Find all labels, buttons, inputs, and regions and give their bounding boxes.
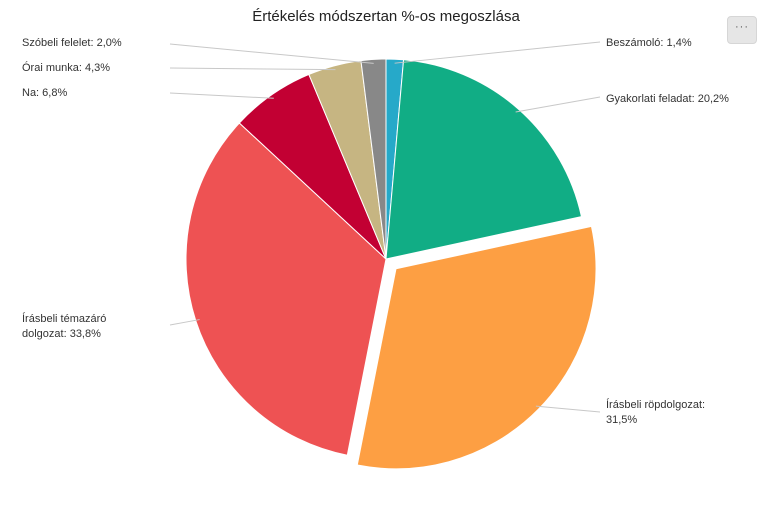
leader-line (169, 67, 336, 71)
pie-slice-gyakorlati-feladat[interactable] (385, 59, 583, 260)
chart-title: Értékelés módszertan %-os megoszlása (252, 8, 520, 25)
leader-line (169, 92, 274, 99)
slice-label: Írásbeli röpdolgozat: 31,5% (606, 398, 705, 426)
pie-slice-írásbeli-röpdolgozat[interactable] (356, 225, 597, 470)
more-icon: ··· (735, 21, 749, 33)
leader-line (394, 41, 601, 64)
slice-label: Írásbeli témazáró dolgozat: 33,8% (22, 312, 106, 340)
slice-label: Na: 6,8% (22, 87, 67, 99)
leader-line (169, 319, 200, 326)
slice-label: Beszámoló: 1,4% (606, 37, 692, 49)
leader-line (169, 43, 374, 64)
leader-line (535, 405, 601, 413)
slice-label: Gyakorlati feladat: 20,2% (606, 93, 729, 105)
pie-slice-írásbeli-témazáró-dolgozat[interactable] (185, 122, 387, 456)
slice-label: Órai munka: 4,3% (22, 61, 110, 74)
pie-slice-szóbeli-felelet[interactable] (360, 58, 387, 260)
chart-menu-button[interactable]: ··· (727, 16, 757, 44)
slice-label: Szóbeli felelet: 2,0% (22, 37, 122, 49)
leader-line (515, 96, 601, 113)
